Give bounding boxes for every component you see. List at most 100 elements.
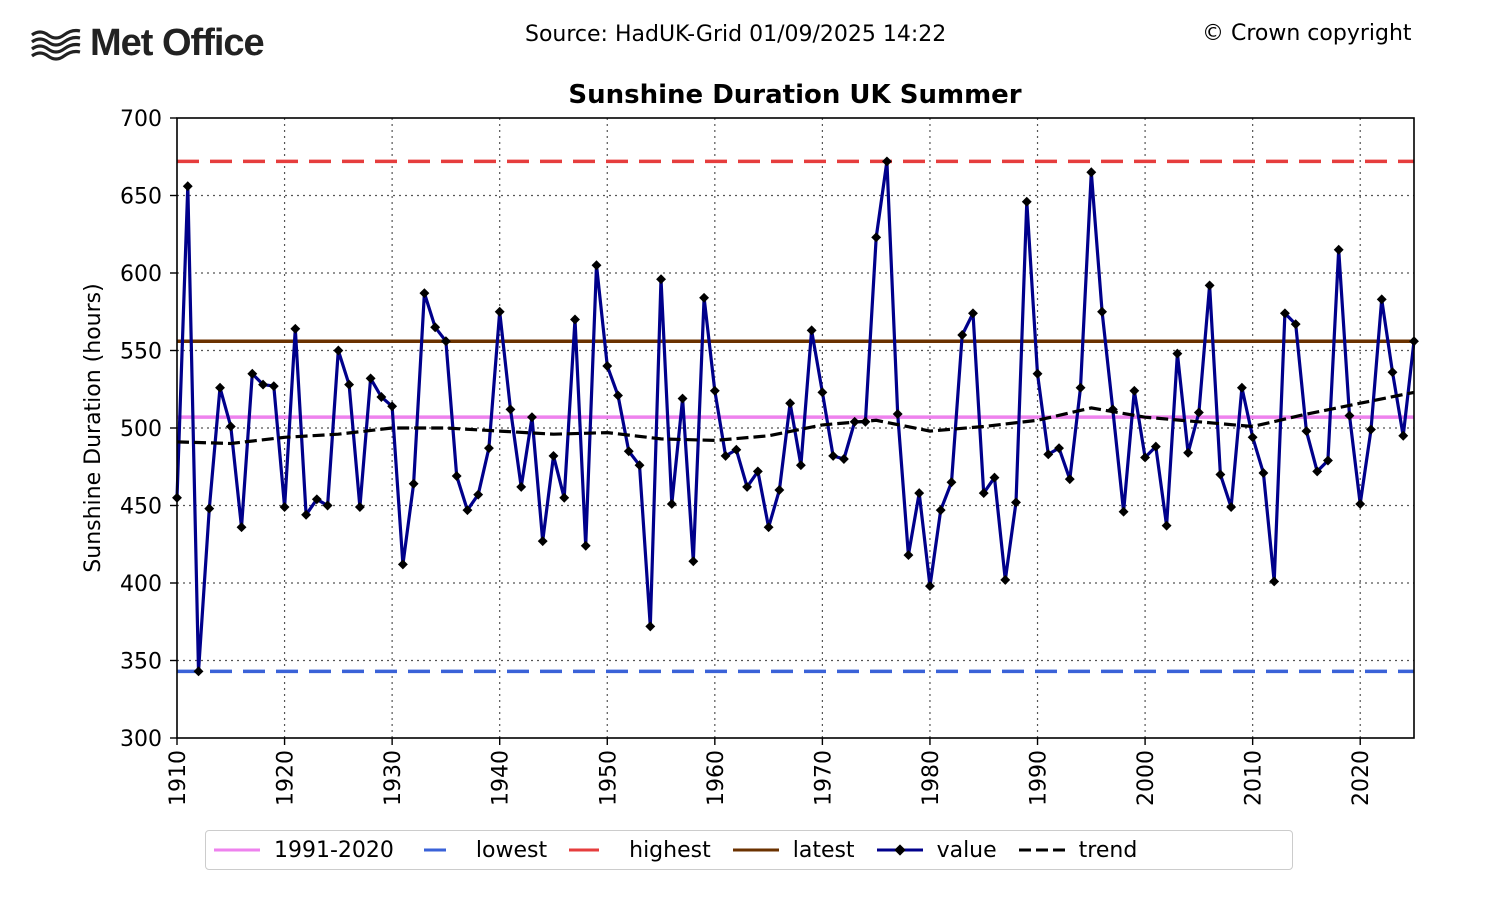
value-point (376, 392, 387, 402)
value-point (344, 379, 355, 390)
x-tick-label: 1940 (489, 750, 514, 806)
x-tick-label: 2000 (1134, 750, 1159, 806)
y-tick-label: 650 (120, 185, 162, 210)
value-point (333, 345, 344, 356)
value-point (989, 472, 1000, 483)
value-point (602, 361, 613, 371)
value-point (774, 485, 785, 495)
x-tick-label: 1980 (919, 750, 944, 806)
value-point (527, 412, 537, 423)
value-point (1107, 404, 1118, 415)
value-point (483, 443, 494, 454)
x-tick-label: 1910 (166, 750, 191, 806)
value-point (1183, 447, 1194, 458)
x-tick-label: 2020 (1349, 750, 1374, 806)
value-point (946, 477, 957, 488)
legend-item-latest: latest (732, 837, 855, 863)
value-point (1086, 167, 1097, 178)
value-point (935, 505, 946, 516)
value-point (1075, 382, 1086, 393)
value-point (1097, 306, 1108, 317)
value-point (559, 492, 570, 503)
value-point (752, 466, 763, 477)
value-point (1129, 385, 1140, 396)
value-point (860, 416, 871, 427)
value-point (892, 409, 903, 419)
value-point (1290, 319, 1301, 330)
legend-label-baseline: 1991-2020 (274, 837, 394, 863)
value-point (451, 471, 462, 481)
logo-text: Met Office (90, 22, 265, 64)
value-point (785, 398, 796, 409)
value-point (236, 522, 247, 533)
value-point (204, 503, 215, 514)
x-tick-label: 1950 (596, 750, 621, 806)
legend-swatch-value (876, 844, 923, 856)
value-point (1043, 449, 1054, 460)
value-point (311, 494, 322, 505)
value-point (365, 373, 376, 384)
value-point (1269, 576, 1280, 587)
source-label: Source: HadUK-Grid 01/09/2025 14:22 (525, 22, 947, 47)
value-point (795, 460, 806, 471)
value-point (871, 232, 882, 243)
value-point (225, 421, 236, 432)
value-point (720, 450, 731, 461)
value-point (1387, 367, 1398, 378)
value-point (247, 368, 258, 379)
legend-swatch-baseline (214, 848, 260, 852)
value-point (763, 522, 774, 533)
legend-item-lowest: lowest (416, 838, 547, 863)
value-point (193, 666, 204, 677)
value-point (645, 621, 656, 632)
legend-item-value: value (876, 838, 997, 863)
legend-swatch-latest (732, 848, 779, 852)
value-point (1355, 499, 1366, 509)
value-point (505, 404, 516, 415)
legend-item-highest: highest (569, 838, 711, 863)
value-point (268, 381, 279, 392)
y-axis-label: Sunshine Duration (hours) (81, 283, 106, 572)
value-point (494, 306, 505, 317)
value-point (925, 581, 935, 592)
legend-label-trend: trend (1078, 837, 1138, 863)
value-point (817, 387, 828, 398)
value-point (1236, 382, 1247, 393)
value-point (881, 156, 892, 167)
legend-label-latest: latest (792, 837, 855, 863)
value-point (548, 450, 559, 461)
value-point (709, 385, 720, 396)
value-point (430, 322, 441, 333)
value-point (462, 505, 473, 516)
value-point (666, 499, 677, 509)
value-point (1140, 452, 1151, 463)
x-tick-label: 2010 (1242, 750, 1267, 806)
value-point (1000, 574, 1011, 585)
value-point (1193, 407, 1204, 418)
y-tick-label: 700 (120, 107, 162, 132)
value-point (828, 450, 839, 461)
y-tick-label: 600 (120, 262, 162, 287)
legend-label-lowest: lowest (475, 837, 548, 863)
value-point (440, 336, 451, 347)
value-point (1398, 430, 1409, 441)
value-point (806, 325, 817, 336)
value-point (1333, 244, 1344, 255)
legend-swatch-lowest (423, 848, 446, 852)
value-point (634, 460, 645, 471)
x-tick-label: 1960 (704, 750, 729, 806)
value-point (1021, 196, 1032, 207)
value-point (258, 379, 269, 390)
value-point (903, 550, 914, 561)
y-tick-label: 350 (120, 650, 162, 675)
value-point (688, 556, 699, 567)
copyright-label: © Crown copyright (1202, 21, 1412, 46)
value-point (1150, 441, 1161, 452)
value-point (182, 181, 193, 192)
value-point (1366, 424, 1376, 435)
value-point (279, 502, 290, 512)
value-point (301, 509, 312, 520)
value-point (570, 314, 580, 325)
value-point (290, 323, 301, 334)
